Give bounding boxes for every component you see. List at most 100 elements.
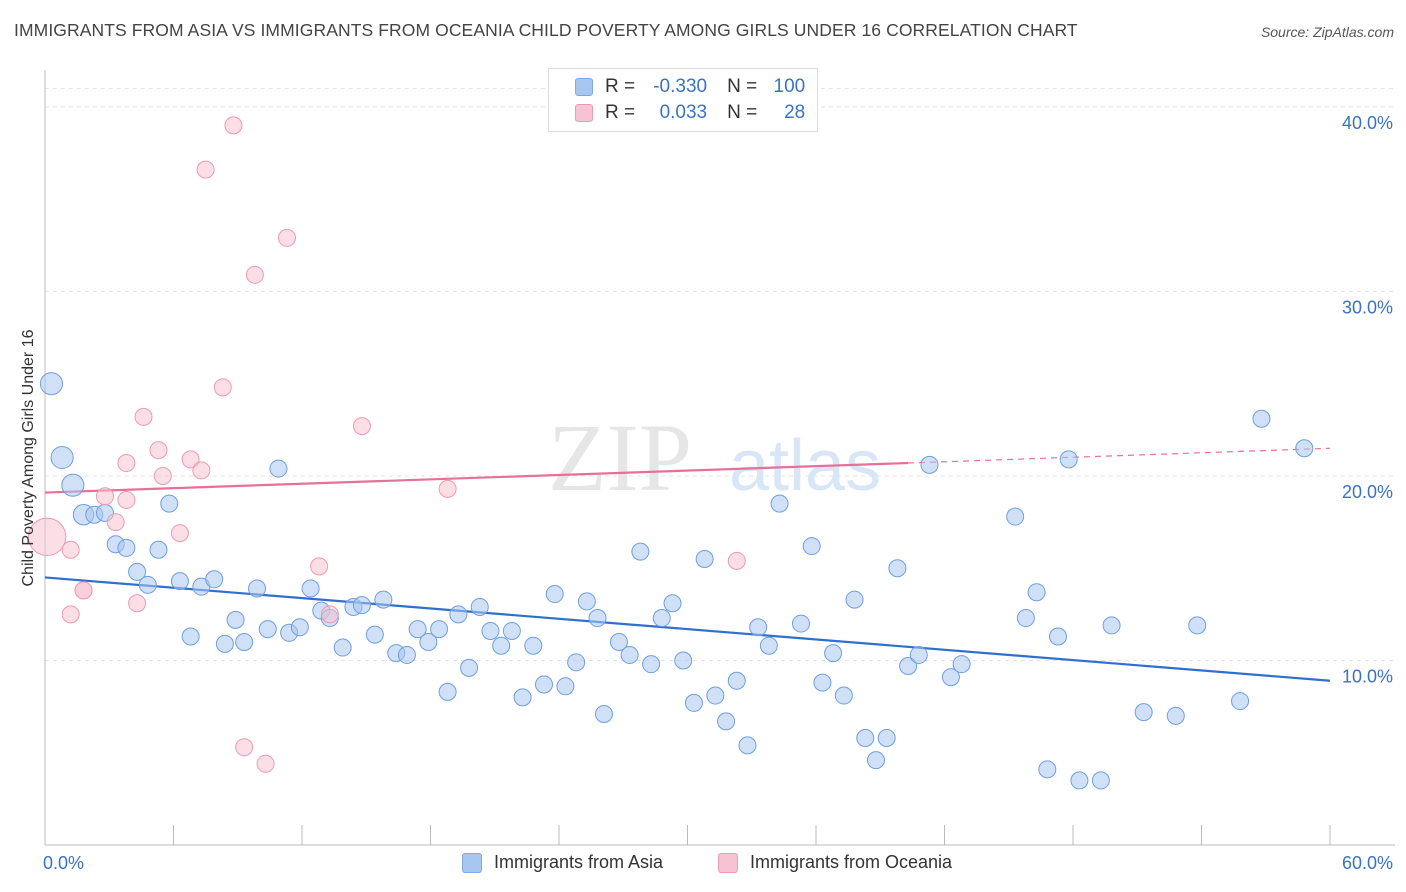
point-oceania [95, 487, 114, 506]
point-oceania [117, 454, 136, 473]
point-asia [759, 636, 778, 655]
point-asia [770, 494, 789, 513]
point-asia [727, 671, 746, 690]
point-asia [492, 636, 511, 655]
point-asia [674, 651, 693, 670]
legend-label-asia: Immigrants from Asia [494, 852, 664, 872]
gridlines [45, 87, 1395, 661]
point-asia [1091, 771, 1110, 790]
point-asia [663, 594, 682, 613]
point-asia [866, 751, 885, 770]
point-asia [1038, 760, 1057, 779]
point-asia [513, 688, 532, 707]
legend-item-asia: Immigrants from Asia [462, 852, 663, 873]
point-oceania [256, 754, 275, 773]
point-asia [888, 559, 907, 578]
point-oceania [278, 228, 297, 247]
point-asia [408, 620, 427, 639]
point-asia [269, 459, 288, 478]
point-asia [248, 579, 267, 598]
watermark-zip: ZIP [548, 404, 692, 511]
legend-swatch-asia [575, 78, 593, 96]
y-tick-label: 20.0% [1342, 482, 1393, 502]
point-oceania [192, 461, 211, 480]
point-asia [684, 693, 703, 712]
point-oceania [310, 557, 329, 576]
point-asia [365, 625, 384, 644]
point-asia [631, 542, 650, 561]
point-oceania [320, 605, 339, 624]
x-tick-label-min: 0.0% [43, 853, 84, 873]
point-asia [1016, 609, 1035, 628]
point-oceania [117, 490, 136, 509]
legend-item-oceania: Immigrants from Oceania [718, 852, 952, 873]
legend-n-value: 28 [784, 102, 806, 123]
point-asia [460, 658, 479, 677]
point-oceania [181, 450, 200, 469]
point-oceania [170, 524, 189, 543]
point-asia [899, 657, 918, 676]
point-asia [1188, 616, 1207, 635]
point-asia [1070, 771, 1089, 790]
point-asia [952, 655, 971, 674]
point-oceania [235, 738, 254, 757]
legend-n-label: N = [727, 76, 758, 97]
y-tick-label: 40.0% [1342, 113, 1393, 133]
point-asia [749, 618, 768, 637]
legend-r-value: 0.033 [659, 102, 708, 123]
point-oceania [438, 479, 457, 498]
point-asia [1049, 627, 1068, 646]
point-asia [149, 540, 168, 559]
legend-r-value: -0.330 [653, 76, 708, 97]
point-oceania [727, 551, 746, 570]
point-asia [438, 682, 457, 701]
point-asia [845, 590, 864, 609]
point-asia [717, 712, 736, 731]
point-asia [920, 455, 939, 474]
point-asia [909, 645, 928, 664]
point-oceania [213, 378, 232, 397]
point-asia [545, 585, 564, 604]
legend-row-asia: R = -0.330 N = 100 [575, 75, 805, 99]
point-asia [535, 675, 554, 694]
point-oceania [153, 466, 172, 485]
point-asia [205, 570, 224, 589]
point-asia [695, 549, 714, 568]
point-asia [419, 633, 438, 652]
legend-row-oceania: R = 0.033 N = 28 [575, 101, 805, 125]
point-oceania [245, 265, 264, 284]
point-asia [567, 653, 586, 672]
point-asia [449, 605, 468, 624]
point-asia [1252, 409, 1271, 428]
point-asia [652, 609, 671, 628]
point-asia [813, 673, 832, 692]
point-asia [235, 633, 254, 652]
point-asia [170, 572, 189, 591]
point-asia [290, 618, 309, 637]
point-asia [834, 686, 853, 705]
point-asia [642, 655, 661, 674]
point-asia [128, 562, 147, 581]
point-asia [160, 494, 179, 513]
point-oceania [134, 407, 153, 426]
point-asia [61, 473, 85, 497]
y-tick-label: 30.0% [1342, 297, 1393, 317]
point-oceania [196, 160, 215, 179]
correlation-legend: R = -0.330 N = 100 R = 0.033 N = 28 [548, 68, 818, 132]
point-asia [588, 609, 607, 628]
point-asia [856, 728, 875, 747]
point-asia [1059, 450, 1078, 469]
point-asia [706, 686, 725, 705]
point-oceania [61, 540, 80, 559]
point-asia [556, 677, 575, 696]
point-asia [333, 638, 352, 657]
point-asia [524, 636, 543, 655]
point-asia [877, 728, 896, 747]
point-asia [824, 644, 843, 663]
point-asia [470, 597, 489, 616]
point-asia [941, 668, 960, 687]
data-points [27, 116, 1314, 790]
point-asia [138, 575, 157, 594]
legend-swatch-asia [462, 852, 482, 873]
